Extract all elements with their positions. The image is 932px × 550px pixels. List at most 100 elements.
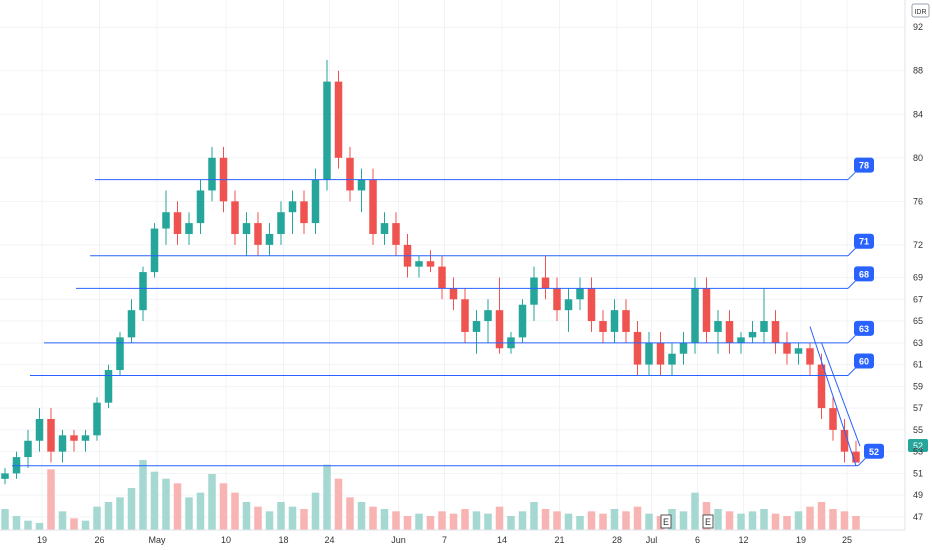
volume-bar <box>380 509 389 530</box>
volume-bar <box>760 509 768 530</box>
volume-bar <box>357 502 366 530</box>
candle <box>829 397 837 441</box>
time-tick-label: 21 <box>554 535 564 545</box>
volume-bar <box>104 502 113 530</box>
volume-bar <box>323 464 331 530</box>
price-tick-label: 92 <box>913 22 923 32</box>
candle <box>369 168 377 245</box>
candle <box>691 277 699 354</box>
candle <box>277 201 285 245</box>
currency-label: IDR <box>914 9 926 16</box>
volume-bar <box>1 509 9 530</box>
price-tick-label: 55 <box>913 425 923 435</box>
candle <box>472 310 481 354</box>
level-label-badge <box>854 233 874 249</box>
candle <box>484 299 492 343</box>
candle <box>633 321 642 376</box>
level-label: 52 <box>869 447 879 457</box>
gridlines <box>0 0 905 530</box>
time-tick-label: 12 <box>738 535 748 545</box>
level-line-52[interactable]: 52 <box>12 443 884 467</box>
price-tick-label: 59 <box>913 381 923 391</box>
volume-bar <box>265 511 274 530</box>
candle <box>599 310 607 343</box>
level-line-60[interactable]: 60 <box>30 353 874 376</box>
candle <box>530 266 538 322</box>
earnings-marker[interactable]: E <box>660 514 672 529</box>
earnings-marker[interactable]: E <box>702 514 714 529</box>
candle <box>311 168 320 234</box>
time-tick-label: 26 <box>94 535 104 545</box>
volume-bar <box>12 516 21 530</box>
candle <box>541 255 550 300</box>
candle <box>495 277 504 354</box>
candle <box>702 277 711 343</box>
candle <box>231 190 239 245</box>
candle <box>173 201 182 245</box>
candle <box>116 331 124 376</box>
candle <box>771 310 780 354</box>
time-tick-label: May <box>148 535 166 545</box>
price-tick-label: 80 <box>913 153 923 163</box>
volume-bar <box>277 502 285 530</box>
volume-bar <box>576 516 584 530</box>
volume-bar <box>392 511 400 530</box>
time-axis: 19 26 May 10 18 24 Jun 7 14 21 28 Jul 6 12 19 25 <box>0 529 905 545</box>
volume-bars <box>1 460 860 530</box>
volume-bar <box>472 511 481 530</box>
candle <box>679 331 688 365</box>
volume-bar <box>829 509 837 530</box>
level-line-63[interactable]: 63 <box>44 320 874 344</box>
volume-bar <box>461 509 469 530</box>
earnings-marker-label: E <box>705 517 711 527</box>
volume-bar <box>403 516 412 530</box>
candle <box>461 288 469 343</box>
volume-bar <box>541 509 550 530</box>
volume-bar <box>622 511 630 530</box>
volume-bar <box>679 511 688 530</box>
volume-bar <box>725 511 734 530</box>
price-tick-label: 69 <box>913 273 923 283</box>
time-tick-label: 28 <box>612 535 622 545</box>
volume-bar <box>116 497 124 530</box>
level-line-71[interactable]: 71 <box>90 233 874 257</box>
level-label-badge <box>854 320 874 336</box>
volume-bar <box>219 483 228 530</box>
candle <box>794 342 803 365</box>
candle <box>35 408 44 452</box>
candle <box>852 440 860 463</box>
level-label-badge <box>854 157 874 173</box>
candle <box>12 451 21 479</box>
candle <box>392 212 400 256</box>
level-label: 63 <box>859 324 869 334</box>
level-line-78[interactable]: 78 <box>95 157 874 181</box>
volume-bar <box>311 492 320 530</box>
candle <box>587 277 596 332</box>
candle <box>242 212 251 256</box>
time-tick-label: 6 <box>695 535 700 545</box>
candle <box>668 342 676 376</box>
volume-bar <box>231 492 239 530</box>
candle <box>139 266 147 322</box>
volume-bar <box>794 511 803 530</box>
price-tick-label: 61 <box>913 360 923 370</box>
volume-bar <box>93 506 101 530</box>
earnings-marker-label: E <box>663 517 669 527</box>
candle <box>760 288 768 343</box>
volume-bar <box>645 513 653 530</box>
candle <box>806 342 814 376</box>
candle <box>438 255 446 300</box>
price-tick-label: 49 <box>913 490 923 500</box>
volume-bar <box>564 513 573 530</box>
candle <box>127 299 136 343</box>
volume-bar <box>70 518 78 530</box>
candle <box>714 310 722 354</box>
volume-bar <box>150 471 159 530</box>
level-label: 68 <box>859 269 869 279</box>
candle <box>70 429 78 452</box>
volume-bar <box>668 509 676 530</box>
level-line-68[interactable]: 68 <box>76 266 874 289</box>
candle <box>415 255 423 278</box>
volume-bar <box>173 483 182 530</box>
